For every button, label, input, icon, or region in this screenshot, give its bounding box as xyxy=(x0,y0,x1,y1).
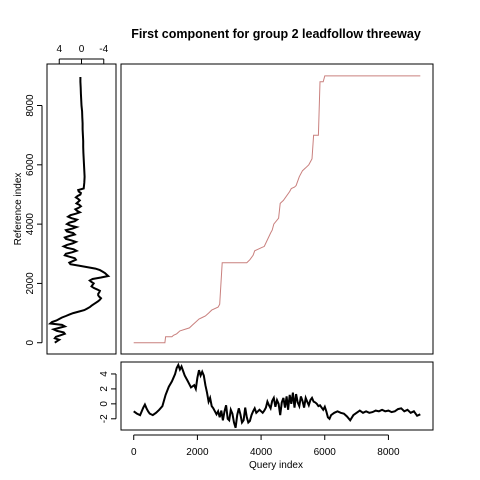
query-bottom-tick-label: 8000 xyxy=(377,447,400,458)
query-axis-label: Query index xyxy=(249,460,303,471)
query-bottom-tick-label: 2000 xyxy=(186,447,209,458)
main-panel xyxy=(120,63,434,355)
query-panel-frame xyxy=(120,361,434,431)
query-bottom-tick-label: 0 xyxy=(131,447,137,458)
query-bottom-tick-label: 6000 xyxy=(314,447,337,458)
query-bottom-axis: 0 2000 4000 6000 8000 xyxy=(131,434,400,458)
reference-series-line xyxy=(47,77,111,344)
chart-title: First component for group 2 leadfollow t… xyxy=(131,27,421,41)
reference-left-tick-label: 0 xyxy=(25,340,36,346)
reference-left-tick-label: 4000 xyxy=(25,213,36,236)
query-left-tick-label: 0 xyxy=(99,401,110,407)
query-left-tick-label: -2 xyxy=(99,414,110,423)
query-series-line xyxy=(133,362,421,429)
main-panel-frame xyxy=(120,63,434,355)
query-left-axis: 4 2 0 -2 xyxy=(99,371,117,423)
reference-left-tick-label: 8000 xyxy=(25,94,36,117)
reference-axis-label: Reference index xyxy=(13,173,24,246)
reference-top-tick-label: -4 xyxy=(99,44,108,55)
query-bottom-tick-label: 4000 xyxy=(250,447,273,458)
reference-top-tick-label: 4 xyxy=(56,44,62,55)
query-panel: 4 2 0 -2 0 2000 4000 6000 8000 Query index xyxy=(99,361,434,471)
reference-left-axis: 0 2000 4000 6000 8000 xyxy=(25,94,43,346)
query-left-tick-label: 4 xyxy=(99,371,110,377)
reference-top-axis: 4 0 -4 xyxy=(56,44,109,64)
reference-left-tick-label: 6000 xyxy=(25,153,36,176)
reference-top-tick-label: 0 xyxy=(79,44,85,55)
query-left-tick-label: 2 xyxy=(99,386,110,392)
reference-panel: 4 0 -4 0 2000 4000 6000 8000 Reference index xyxy=(13,44,117,355)
warping-path-line xyxy=(133,75,421,344)
reference-left-tick-label: 2000 xyxy=(25,272,36,295)
